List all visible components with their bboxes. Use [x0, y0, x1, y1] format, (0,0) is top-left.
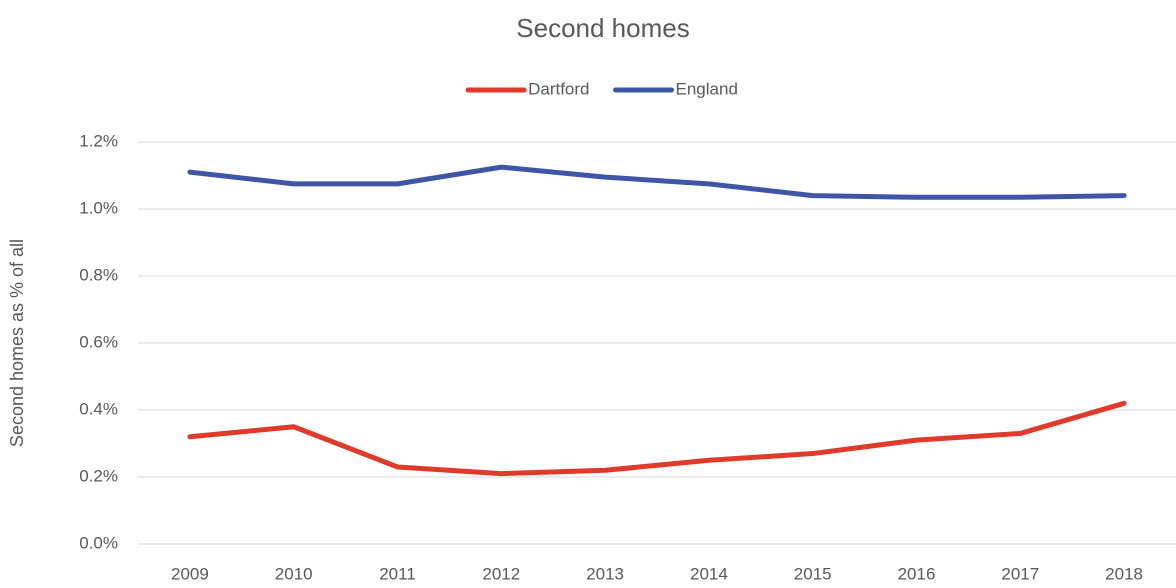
y-tick-label: 1.0% [79, 198, 118, 217]
x-tick-label: 2009 [171, 564, 209, 583]
x-tick-label: 2013 [586, 564, 624, 583]
y-tick-label: 0.6% [79, 332, 118, 351]
y-tick-label: 0.0% [79, 533, 118, 552]
x-tick-label: 2010 [275, 564, 313, 583]
x-tick-label: 2011 [379, 564, 416, 583]
x-tick-label: 2016 [898, 564, 936, 583]
y-tick-label: 1.2% [79, 131, 118, 150]
legend-label: Dartford [528, 79, 589, 98]
x-tick-label: 2014 [690, 564, 728, 583]
x-tick-label: 2018 [1105, 564, 1143, 583]
y-tick-label: 0.8% [79, 265, 118, 284]
y-tick-label: 0.4% [79, 399, 118, 418]
y-tick-label: 0.2% [79, 466, 118, 485]
series-line [187, 164, 1127, 200]
x-tick-label: 2017 [1001, 564, 1039, 583]
series-line [187, 400, 1127, 477]
x-tick-label: 2015 [794, 564, 832, 583]
chart-title: Second homes [516, 13, 689, 43]
legend-label: England [676, 79, 738, 98]
y-axis-label: Second homes as % of all [7, 239, 27, 447]
x-tick-label: 2012 [482, 564, 520, 583]
